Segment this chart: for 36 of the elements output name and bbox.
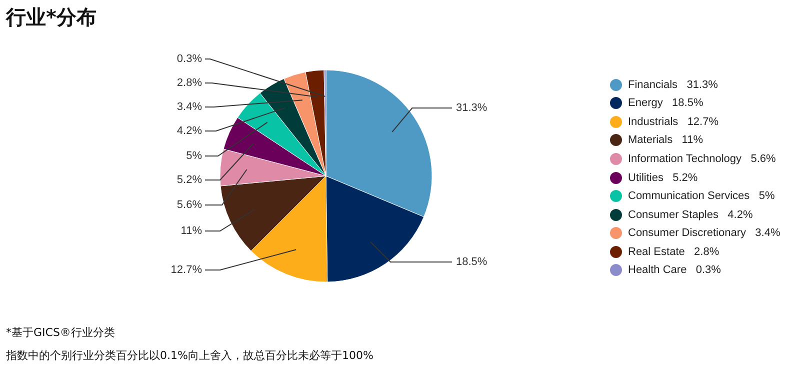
legend-label: Industrials bbox=[628, 116, 678, 128]
legend-label: Consumer Staples bbox=[628, 208, 718, 221]
text: *基于GICS®行业分类 bbox=[6, 325, 115, 340]
data-label: 18.5% bbox=[456, 256, 488, 268]
legend-label: Real Estate bbox=[628, 246, 685, 258]
data-label: 31.3% bbox=[456, 102, 488, 114]
data-label: 5.2% bbox=[176, 174, 202, 186]
legend-label: Health Care bbox=[628, 264, 687, 276]
text: 11% bbox=[682, 134, 703, 146]
text: 4.2% bbox=[728, 208, 753, 221]
text: 5.6% bbox=[750, 152, 776, 165]
legend-label: Utilities bbox=[628, 172, 664, 184]
text: 5% bbox=[758, 190, 775, 202]
text: 12.7% bbox=[687, 116, 719, 128]
text: 0.3% bbox=[696, 264, 721, 276]
text: 指数中的个别行业分类百分比以0.1%向上舍入，故总百分比未必等于100% bbox=[6, 348, 374, 363]
text: 31.3% bbox=[686, 78, 718, 91]
data-label: 5.6% bbox=[176, 199, 202, 211]
legend-label: Financials bbox=[628, 78, 678, 91]
chart-title: 行业*分布 bbox=[6, 4, 96, 31]
data-label: 5% bbox=[186, 150, 202, 162]
legend-label: Consumer Discretionary bbox=[628, 227, 746, 240]
data-label: 3.4% bbox=[176, 101, 202, 113]
data-label: 4.2% bbox=[176, 125, 202, 137]
text: 18.5% bbox=[672, 97, 704, 110]
legend-label: Information Technology bbox=[628, 152, 742, 165]
text: 3.4% bbox=[755, 227, 780, 240]
data-label: 0.3% bbox=[176, 53, 202, 65]
legend-label: Materials bbox=[628, 134, 673, 146]
legend-label: Communication Services bbox=[628, 190, 750, 202]
text: 2.8% bbox=[694, 246, 720, 258]
data-label: 12.7% bbox=[170, 264, 202, 276]
text: 5.2% bbox=[672, 172, 698, 184]
legend-label: Energy bbox=[628, 97, 663, 110]
data-label: 2.8% bbox=[176, 77, 202, 89]
data-label: 11% bbox=[180, 225, 202, 237]
